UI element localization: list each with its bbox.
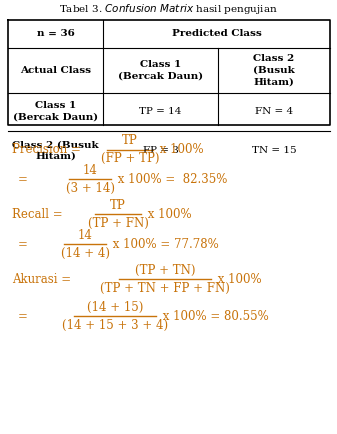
Text: TP: TP (110, 199, 126, 212)
Text: FP = 3: FP = 3 (143, 146, 179, 155)
Text: (3 + 14): (3 + 14) (66, 182, 115, 195)
Text: (14 + 15 + 3 + 4): (14 + 15 + 3 + 4) (62, 319, 168, 332)
Text: x 100%: x 100% (145, 208, 192, 221)
Text: Class 1
(Bercak Daun): Class 1 (Bercak Daun) (118, 60, 203, 81)
Text: Actual Class: Actual Class (20, 66, 91, 75)
Text: x 100%: x 100% (156, 143, 204, 156)
Text: =: = (17, 173, 27, 186)
Text: (TP + FN): (TP + FN) (88, 217, 149, 230)
Text: TP: TP (122, 134, 138, 147)
Text: FN = 4: FN = 4 (255, 107, 293, 116)
Text: Tabel 3. $\it{Confusion\ Matrix}$ hasil pengujian: Tabel 3. $\it{Confusion\ Matrix}$ hasil … (59, 2, 278, 16)
Text: (14 + 4): (14 + 4) (61, 247, 110, 260)
Text: (TP + TN): (TP + TN) (135, 264, 195, 277)
Text: 14: 14 (78, 229, 93, 242)
Text: (FP + TP): (FP + TP) (101, 152, 159, 165)
Text: =: = (17, 238, 27, 251)
Text: x 100% =  82.35%: x 100% = 82.35% (114, 173, 227, 186)
Text: Recall =: Recall = (12, 208, 63, 221)
Text: (14 + 15): (14 + 15) (87, 301, 143, 314)
Text: Precision =: Precision = (12, 143, 81, 156)
Text: Class 2 (Busuk
Hitam): Class 2 (Busuk Hitam) (12, 140, 99, 161)
Text: x 100% = 80.55%: x 100% = 80.55% (159, 310, 269, 323)
Text: Akurasi =: Akurasi = (12, 273, 71, 286)
Text: =: = (17, 310, 27, 323)
Text: Predicted Class: Predicted Class (172, 29, 262, 38)
Text: (TP + TN + FP + FN): (TP + TN + FP + FN) (100, 282, 230, 295)
Text: 14: 14 (83, 164, 98, 177)
Text: Class 1
(Bercak Daun): Class 1 (Bercak Daun) (13, 101, 98, 122)
Text: TN = 15: TN = 15 (252, 146, 296, 155)
Text: x 100%: x 100% (214, 273, 262, 286)
Text: n = 36: n = 36 (37, 29, 75, 38)
Text: x 100% = 77.78%: x 100% = 77.78% (109, 238, 219, 251)
Text: Class 2
(Busuk
Hitam): Class 2 (Busuk Hitam) (253, 54, 295, 86)
Text: TP = 14: TP = 14 (140, 107, 182, 116)
